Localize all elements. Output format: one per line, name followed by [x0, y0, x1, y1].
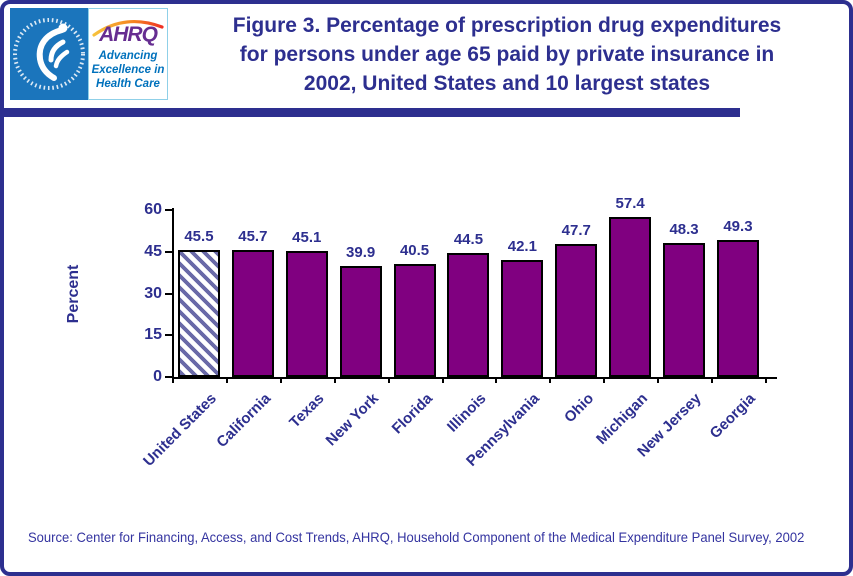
y-axis-tick — [165, 250, 172, 253]
title-divider — [0, 108, 740, 117]
x-axis-tick — [495, 377, 498, 383]
bar-texas — [285, 251, 328, 377]
bar-florida — [393, 264, 436, 377]
x-category-label: California — [212, 390, 274, 451]
bar-value-label: 47.7 — [561, 222, 591, 240]
y-axis — [172, 208, 174, 383]
bar-united-states — [177, 250, 220, 377]
bar-illinois — [447, 253, 490, 377]
ahrq-tagline-line: Health Care — [96, 78, 160, 91]
y-tick-label: 15 — [144, 326, 162, 344]
figure-title-line: Figure 3. Percentage of prescription dru… — [232, 14, 782, 37]
x-axis-tick — [279, 377, 282, 383]
y-axis-label: Percent — [65, 264, 82, 324]
x-category-label: Illinois — [443, 390, 490, 436]
figure-title-line: 2002, United States and 10 largest state… — [303, 71, 711, 95]
ahrq-logo: AHRQ Advancing Excellence in Health Care — [88, 8, 168, 100]
y-tick-label: 0 — [153, 368, 162, 385]
x-axis-tick — [387, 377, 390, 383]
hhs-seal — [10, 8, 88, 100]
hhs-eagle-icon — [13, 18, 85, 90]
ahrq-tagline: Advancing Excellence in Health Care — [89, 49, 167, 91]
figure-title: Figure 3. Percentage of prescription dru… — [183, 12, 831, 99]
y-axis-tick — [165, 376, 172, 378]
bar-value-label: 48.3 — [669, 220, 699, 238]
y-axis-tick — [165, 334, 172, 337]
y-axis-tick — [165, 292, 172, 295]
y-tick-label: 45 — [144, 242, 162, 260]
ahrq-tagline-line: Excellence in — [91, 64, 165, 77]
x-category-label: New York — [322, 390, 382, 450]
x-category-label: Ohio — [561, 390, 598, 427]
x-axis-tick — [549, 377, 552, 383]
x-axis — [172, 377, 777, 379]
source-note: Source: Center for Financing, Access, an… — [28, 529, 805, 545]
bar-value-label: 49.3 — [723, 217, 753, 235]
x-axis-tick — [603, 377, 606, 383]
bar-pennsylvania — [501, 259, 544, 377]
bar-value-label: 45.1 — [292, 229, 322, 247]
bar-california — [231, 249, 274, 377]
x-axis-tick — [764, 377, 767, 383]
x-axis-tick — [225, 377, 228, 383]
ahrq-arc-icon — [92, 20, 164, 37]
bar-new-jersey — [663, 242, 706, 377]
x-category-label: Texas — [286, 390, 328, 432]
bar-value-label: 44.5 — [453, 231, 484, 249]
bar-value-label: 45.5 — [184, 228, 214, 246]
bar-value-label: 39.9 — [346, 243, 376, 261]
bar-value-label: 42.1 — [507, 237, 537, 255]
bar-georgia — [716, 239, 759, 377]
x-axis-tick — [711, 377, 713, 383]
bar-value-label: 40.5 — [399, 242, 430, 260]
x-axis-tick — [657, 377, 660, 383]
figure-title-line: for persons under age 65 paid by private… — [239, 42, 775, 66]
bar-ohio — [555, 244, 598, 377]
bar-new-york — [339, 265, 382, 377]
y-tick-label: 30 — [144, 284, 162, 302]
y-axis-tick — [165, 209, 172, 211]
x-axis-tick — [441, 377, 444, 383]
x-category-label: United States — [140, 390, 220, 470]
y-tick-label: 60 — [144, 201, 162, 218]
ahrq-hhs-logo: AHRQ Advancing Excellence in Health Care — [10, 8, 168, 100]
ahrq-tagline-line: Advancing — [98, 50, 158, 62]
x-category-label: Georgia — [706, 390, 759, 443]
bar-michigan — [609, 217, 652, 377]
x-category-label: Florida — [388, 390, 436, 438]
bar-value-label: 57.4 — [615, 195, 645, 213]
x-axis-tick — [333, 377, 336, 383]
bar-value-label: 45.7 — [238, 227, 268, 245]
ahrq-wordmark: AHRQ — [99, 23, 158, 46]
